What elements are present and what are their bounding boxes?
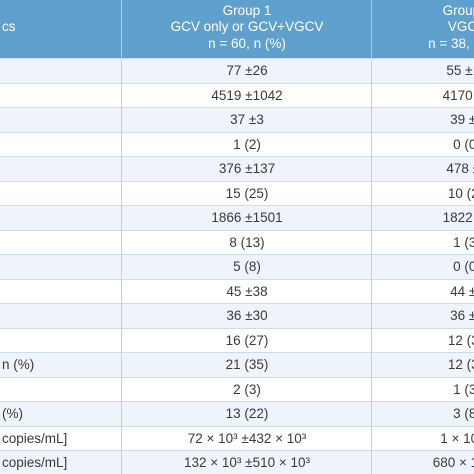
table-row: n (%) 21 (35) 12 (32 [0, 352, 474, 377]
row-label [0, 378, 122, 402]
group-1-value: 8 (13) [229, 234, 265, 250]
table-row: 1 (2) 0 (0) [0, 131, 474, 157]
group-2-value: 3 (8) [453, 406, 474, 421]
table-header: cs Group 1 GCV only or GCV+VGCV n = 60, … [0, 0, 474, 58]
group-2-value: 680 × 10³ ± [432, 455, 474, 470]
group-2-value: 0 (0) [453, 259, 474, 274]
header-group-2-title: Group 2 [442, 3, 474, 18]
header-group-2-count: n = 38, n (%) [428, 36, 474, 51]
header-characteristics-line2: cs [2, 19, 16, 34]
group-2-value: 1 (3) [453, 381, 474, 397]
group-1-value: 2 (3) [233, 381, 261, 397]
group-1-value: 5 (8) [233, 259, 261, 274]
header-group-2: Group 2 VGCV n = 38, n (%) [372, 0, 474, 58]
group-1-value: 16 (27) [225, 332, 269, 348]
group-2-value: 4170 ±1 [442, 87, 474, 103]
group-2-value: 12 (32 [447, 332, 474, 348]
group-2-value: 44 ±3 [450, 283, 474, 299]
group-1-value: 1866 ±1501 [211, 210, 283, 225]
row-label: copies/mL] [2, 430, 68, 446]
group-1-value: 132 × 10³ ±510 × 10³ [183, 455, 310, 470]
header-group-1: Group 1 GCV only or GCV+VGCV n = 60, n (… [122, 0, 372, 58]
group-1-value: 4519 ±1042 [211, 87, 283, 103]
group-2-value: 10 (26 [447, 185, 474, 201]
group-1-value: 21 (35) [225, 357, 269, 372]
table-row: 1866 ±1501 1822 ±1 [0, 205, 474, 230]
column-divider [371, 58, 372, 474]
header-group-2-treatment: VGCV [447, 19, 474, 34]
row-label [0, 280, 122, 304]
group-1-value: 37 ±3 [230, 112, 264, 127]
row-label [0, 329, 122, 353]
row-label [0, 84, 122, 108]
row-label [0, 231, 122, 255]
row-label [0, 157, 122, 181]
header-divider [371, 0, 372, 58]
table-row: 16 (27) 12 (32 [0, 327, 474, 353]
group-2-value: 478 ±1 [446, 161, 474, 176]
row-label: copies/mL] [2, 455, 68, 470]
group-1-value: 13 (22) [225, 406, 269, 421]
table-row: 4519 ±1042 4170 ±1 [0, 82, 474, 108]
row-label [0, 108, 122, 132]
row-label [0, 59, 122, 83]
row-label: (%) [2, 406, 23, 421]
group-1-value: 72 × 10³ ±432 × 10³ [187, 430, 307, 446]
table-row: (%) 13 (22) 3 (8) [0, 401, 474, 426]
group-1-value: 77 ±26 [226, 63, 268, 78]
header-group-1-treatment: GCV only or GCV+VGCV [170, 19, 324, 34]
table-row: copies/mL] 72 × 10³ ±432 × 10³ 1 × 10³ ± [0, 425, 474, 451]
row-label [0, 182, 122, 206]
header-group-1-title: Group 1 [222, 3, 272, 18]
table-row: copies/mL] 132 × 10³ ±510 × 10³ 680 × 10³ … [0, 450, 474, 474]
group-2-value: 1 × 10³ ± [440, 430, 474, 446]
group-2-value: 55 ±17 [446, 63, 474, 78]
table-row: 376 ±137 478 ±1 [0, 156, 474, 181]
group-1-value: 1 (2) [233, 136, 261, 152]
row-label: n (%) [2, 357, 35, 372]
table-row: 45 ±38 44 ±3 [0, 278, 474, 304]
group-2-value: 12 (32 [447, 357, 474, 372]
table-row: 2 (3) 1 (3) [0, 376, 474, 402]
group-1-value: 36 ±30 [226, 308, 268, 323]
group-2-value: 0 (0) [453, 136, 474, 152]
header-characteristics: cs [0, 0, 122, 58]
row-label [0, 206, 122, 230]
group-2-value: 36 ±3 [450, 308, 474, 323]
group-1-value: 15 (25) [225, 185, 269, 201]
column-divider [121, 58, 122, 474]
table-row: 77 ±26 55 ±17 [0, 58, 474, 83]
group-1-value: 45 ±38 [226, 283, 268, 299]
table-row: 5 (8) 0 (0) [0, 254, 474, 279]
header-group-1-count: n = 60, n (%) [208, 36, 286, 51]
row-label [0, 133, 122, 157]
header-divider [121, 0, 122, 58]
table-row: 8 (13) 1 (3) [0, 229, 474, 255]
row-label [0, 255, 122, 279]
table-row: 15 (25) 10 (26 [0, 180, 474, 206]
row-label [0, 304, 122, 328]
group-2-value: 39 ±2 [450, 112, 474, 127]
table-row: 37 ±3 39 ±2 [0, 107, 474, 132]
group-2-value: 1 (3) [453, 234, 474, 250]
group-2-value: 1822 ±1 [442, 210, 474, 225]
table-row: 36 ±30 36 ±3 [0, 303, 474, 328]
group-1-value: 376 ±137 [218, 161, 276, 176]
